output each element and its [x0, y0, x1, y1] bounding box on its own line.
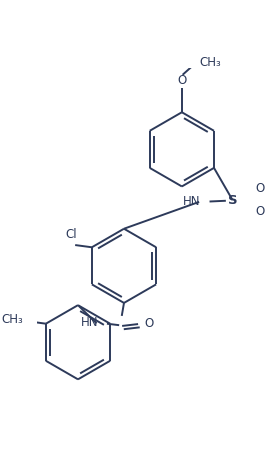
Text: O: O — [256, 183, 265, 195]
Text: S: S — [228, 194, 237, 207]
Text: O: O — [177, 74, 186, 87]
Text: Cl: Cl — [65, 228, 77, 241]
Text: O: O — [256, 205, 265, 218]
Text: HN: HN — [183, 195, 201, 207]
Text: CH₃: CH₃ — [200, 56, 221, 69]
Text: O: O — [144, 317, 153, 330]
Text: CH₃: CH₃ — [1, 313, 23, 326]
Text: HN: HN — [81, 316, 98, 329]
